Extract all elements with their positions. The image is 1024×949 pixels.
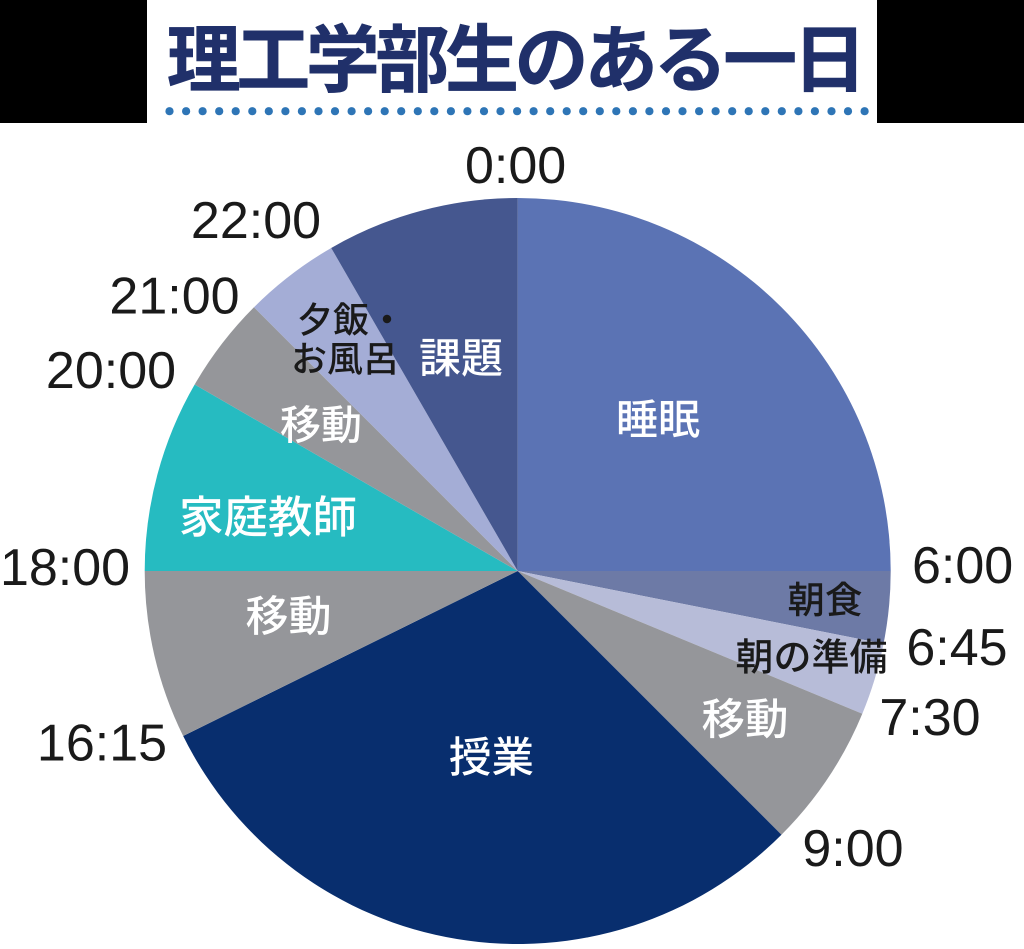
svg-text:20:00: 20:00 xyxy=(46,342,176,400)
svg-text:0:00: 0:00 xyxy=(465,137,566,195)
svg-text:6:00: 6:00 xyxy=(912,537,1013,595)
svg-text:7:30: 7:30 xyxy=(879,689,980,747)
svg-text:18:00: 18:00 xyxy=(0,539,130,597)
svg-text:21:00: 21:00 xyxy=(109,267,239,325)
svg-text:22:00: 22:00 xyxy=(191,192,321,250)
svg-text:16:15: 16:15 xyxy=(37,714,167,772)
svg-text:9:00: 9:00 xyxy=(802,820,903,878)
svg-text:6:45: 6:45 xyxy=(906,619,1007,677)
